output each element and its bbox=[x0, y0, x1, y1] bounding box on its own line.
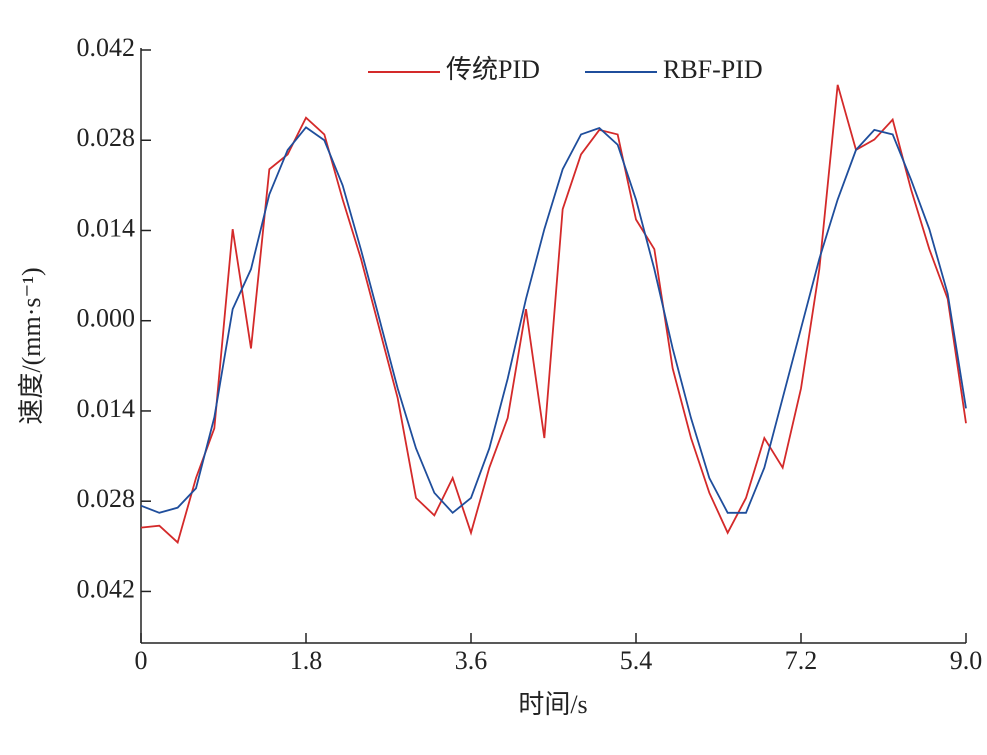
y-tick-label: 0.000 bbox=[77, 304, 136, 333]
line-series bbox=[140, 126, 967, 515]
y-tick-label: 0.014 bbox=[77, 394, 136, 423]
y-tick-label: 0.028 bbox=[77, 123, 136, 152]
x-tick-label: 1.8 bbox=[290, 646, 323, 675]
line-series bbox=[140, 84, 967, 545]
x-axis-label: 时间/s bbox=[518, 690, 587, 719]
legend-label: RBF-PID bbox=[663, 55, 763, 84]
y-axis-label: 速度/(mm·s⁻¹) bbox=[17, 267, 46, 424]
legend-label: 传统PID bbox=[446, 55, 540, 84]
y-tick-label: 0.014 bbox=[77, 213, 136, 242]
x-tick-label: 3.6 bbox=[455, 646, 488, 675]
y-tick-label: 0.042 bbox=[77, 33, 136, 62]
y-tick-label: 0.028 bbox=[77, 484, 136, 513]
x-tick-label: 0 bbox=[135, 646, 148, 675]
x-tick-label: 5.4 bbox=[620, 646, 653, 675]
x-tick-label: 7.2 bbox=[785, 646, 818, 675]
y-tick-label: 0.042 bbox=[77, 574, 136, 603]
x-tick-label: 9.0 bbox=[950, 646, 983, 675]
